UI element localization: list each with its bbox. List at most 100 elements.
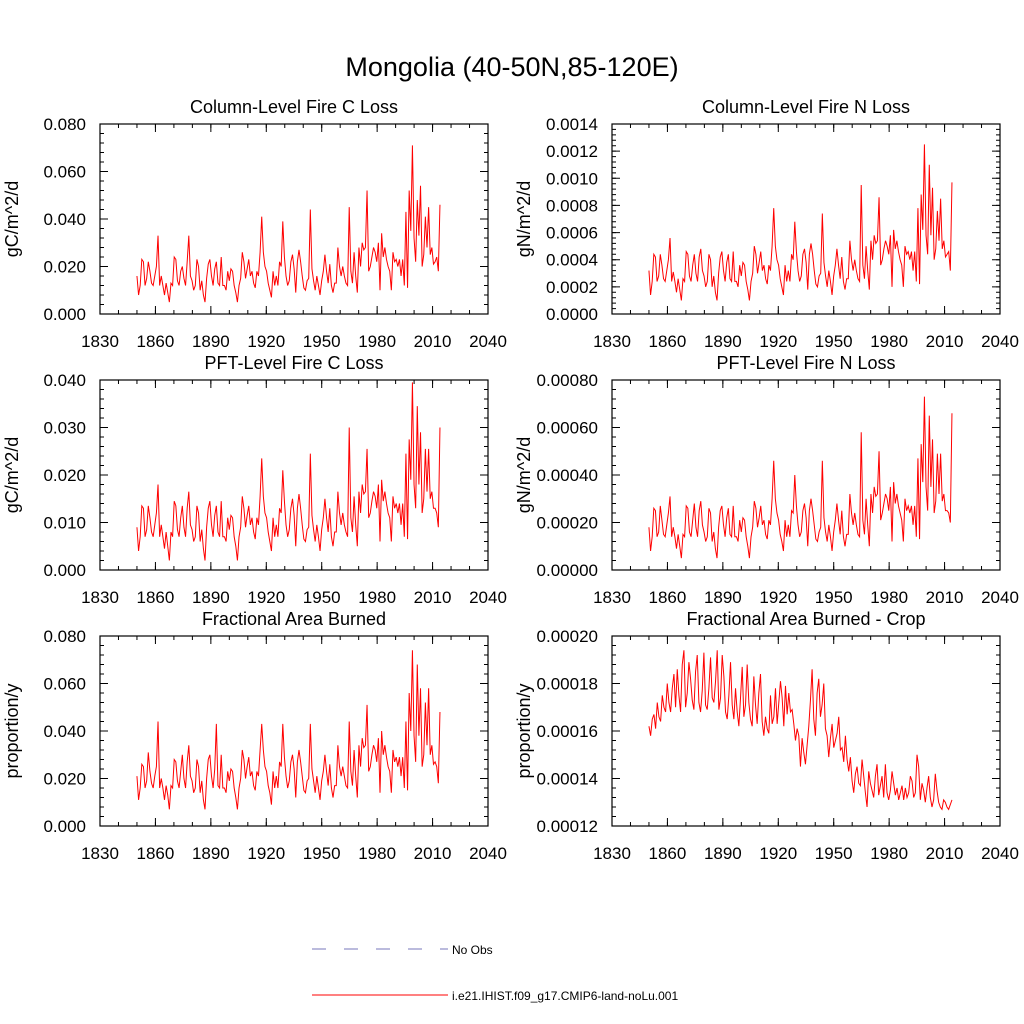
y-axis-label: proportion/y	[2, 683, 22, 778]
panel-title: Fractional Area Burned	[202, 609, 386, 629]
figure-title: Mongolia (40-50N,85-120E)	[345, 52, 678, 82]
x-tick-label: 1920	[759, 588, 797, 607]
y-tick-label: 0.010	[43, 514, 86, 533]
y-tick-label: 0.0000	[546, 305, 598, 324]
x-tick-label: 1920	[759, 844, 797, 863]
x-tick-label: 1830	[81, 844, 119, 863]
y-tick-label: 0.040	[43, 722, 86, 741]
x-tick-label: 1860	[649, 588, 687, 607]
x-tick-label: 1920	[247, 332, 285, 351]
legend-label-model: i.e21.IHIST.f09_g17.CMIP6-land-noLu.001	[452, 989, 678, 1003]
x-tick-label: 1890	[192, 844, 230, 863]
x-tick-label: 1890	[704, 844, 742, 863]
x-tick-label: 2040	[981, 844, 1019, 863]
x-tick-label: 1830	[593, 844, 631, 863]
x-tick-label: 2010	[926, 844, 964, 863]
x-tick-label: 1860	[137, 844, 175, 863]
y-tick-label: 0.00060	[537, 419, 598, 438]
y-tick-label: 0.00014	[537, 770, 598, 789]
x-tick-label: 1890	[704, 332, 742, 351]
y-tick-label: 0.020	[43, 770, 86, 789]
legend-label-no-obs: No Obs	[452, 943, 493, 957]
y-tick-label: 0.020	[43, 258, 86, 277]
x-tick-label: 2040	[981, 588, 1019, 607]
x-tick-label: 2010	[926, 588, 964, 607]
legend: No Obs i.e21.IHIST.f09_g17.CMIP6-land-no…	[312, 943, 678, 1003]
y-axis-label: proportion/y	[514, 683, 534, 778]
y-tick-label: 0.060	[43, 163, 86, 182]
y-tick-label: 0.080	[43, 115, 86, 134]
y-tick-label: 0.00012	[537, 817, 598, 836]
x-tick-label: 1860	[137, 332, 175, 351]
series-line-1	[136, 382, 441, 561]
y-tick-label: 0.00018	[537, 675, 598, 694]
plot-frame	[611, 379, 1001, 571]
y-tick-label: 0.030	[43, 419, 86, 438]
x-tick-label: 1860	[649, 844, 687, 863]
y-tick-label: 0.0010	[546, 169, 598, 188]
x-tick-label: 2040	[469, 332, 507, 351]
y-tick-label: 0.020	[43, 466, 86, 485]
panel-grid: Column-Level Fire C Loss gC/m^2/d 1830 1860…	[2, 97, 1019, 863]
y-tick-label: 0.0014	[546, 115, 598, 134]
y-tick-label: 0.00040	[537, 466, 598, 485]
plot-frame	[99, 123, 489, 315]
x-tick-label: 1830	[81, 588, 119, 607]
plot-frame	[99, 635, 489, 827]
x-tick-label: 1980	[358, 844, 396, 863]
x-tick-label: 1980	[870, 332, 908, 351]
series-line-1	[136, 145, 441, 303]
x-tick-label: 2010	[414, 588, 452, 607]
y-axis-label: gN/m^2/d	[514, 437, 534, 513]
y-tick-label: 0.0002	[546, 278, 598, 297]
plot-frame	[611, 635, 1001, 827]
x-tick-label: 1890	[704, 588, 742, 607]
x-tick-label: 1830	[81, 332, 119, 351]
y-tick-label: 0.00000	[537, 561, 598, 580]
x-tick-label: 2010	[926, 332, 964, 351]
x-tick-label: 1980	[870, 588, 908, 607]
chart-panel-2: Column-Level Fire N Loss gN/m^2/d 1830 1860…	[514, 97, 1019, 351]
x-tick-label: 1890	[192, 588, 230, 607]
chart-panel-5: Fractional Area Burned proportion/y 1830 18…	[2, 609, 507, 863]
panel-title: Fractional Area Burned - Crop	[686, 609, 925, 629]
x-tick-label: 1950	[303, 332, 341, 351]
y-tick-label: 0.0008	[546, 196, 598, 215]
x-tick-label: 2040	[469, 588, 507, 607]
x-tick-label: 1830	[593, 588, 631, 607]
y-tick-label: 0.000	[43, 817, 86, 836]
series-line-1	[648, 396, 953, 559]
series-line-1	[648, 650, 953, 811]
y-axis-label: gN/m^2/d	[514, 181, 534, 257]
y-tick-label: 0.0012	[546, 142, 598, 161]
y-tick-label: 0.080	[43, 627, 86, 646]
panel-title: PFT-Level Fire C Loss	[204, 353, 383, 373]
chart-panel-6: Fractional Area Burned - Crop proportion/…	[514, 609, 1019, 863]
x-tick-label: 1920	[247, 844, 285, 863]
y-axis-label: gC/m^2/d	[2, 181, 22, 257]
x-tick-label: 1950	[815, 332, 853, 351]
x-tick-label: 1980	[358, 588, 396, 607]
x-tick-label: 2010	[414, 332, 452, 351]
x-tick-label: 1890	[192, 332, 230, 351]
x-tick-label: 1920	[247, 588, 285, 607]
x-tick-label: 1950	[815, 588, 853, 607]
y-tick-label: 0.060	[43, 675, 86, 694]
y-tick-label: 0.040	[43, 210, 86, 229]
x-tick-label: 2010	[414, 844, 452, 863]
x-tick-label: 1920	[759, 332, 797, 351]
y-tick-label: 0.00080	[537, 371, 598, 390]
x-tick-label: 2040	[981, 332, 1019, 351]
x-tick-label: 1860	[137, 588, 175, 607]
x-tick-label: 2040	[469, 844, 507, 863]
y-axis-label: gC/m^2/d	[2, 437, 22, 513]
series-line-1	[136, 650, 441, 810]
panel-title: PFT-Level Fire N Loss	[716, 353, 895, 373]
y-tick-label: 0.0006	[546, 224, 598, 243]
x-tick-label: 1980	[358, 332, 396, 351]
x-tick-label: 1980	[870, 844, 908, 863]
panel-title: Column-Level Fire N Loss	[702, 97, 910, 117]
chart-panel-3: PFT-Level Fire C Loss gC/m^2/d 1830 1860 189…	[2, 353, 507, 607]
y-tick-label: 0.040	[43, 371, 86, 390]
